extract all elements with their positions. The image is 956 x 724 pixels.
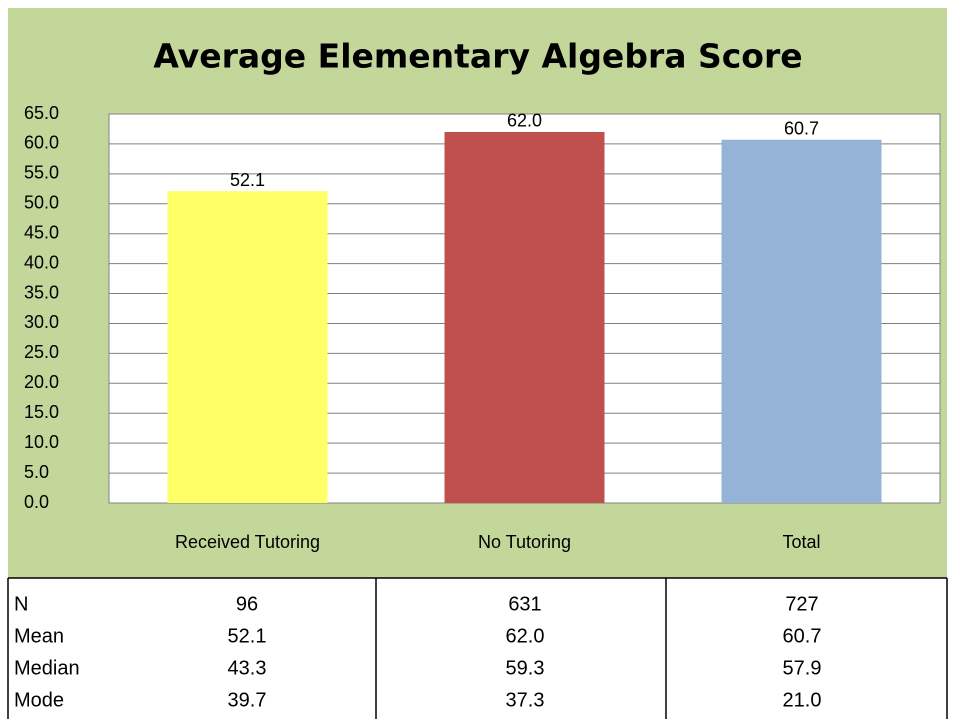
table-cell: 60.7 [783,625,822,647]
bar [167,191,328,503]
data-label: 62.0 [507,111,542,131]
y-tick-label: 25.0 [24,342,59,362]
table-cell: 62.0 [506,625,545,647]
table-cell: 96 [236,593,258,615]
y-tick-label: 35.0 [24,282,59,302]
table-cell: 631 [508,593,541,615]
y-tick-label: 30.0 [24,312,59,332]
table-cell: 37.3 [506,689,545,711]
y-tick-label: 60.0 [24,133,59,153]
table-cell: 21.0 [783,689,822,711]
y-tick-label: 40.0 [24,252,59,272]
table-cell: 57.9 [783,657,822,679]
data-label: 60.7 [784,118,819,138]
table-cell: 43.3 [228,657,267,679]
x-tick-label: Received Tutoring [175,532,320,552]
x-tick-label: No Tutoring [478,532,571,552]
table-cell: 52.1 [228,625,267,647]
table-cell: Mode [14,689,64,711]
y-tick-label: 20.0 [24,372,59,392]
y-tick-label: 5.0 [24,462,49,482]
bar [721,139,882,504]
y-tick-label: 10.0 [24,432,59,452]
y-tick-label: 45.0 [24,222,59,242]
table-cell: Mean [14,625,64,647]
y-tick-label: 50.0 [24,193,59,213]
y-tick-label: 55.0 [24,163,59,183]
table-cell: N [14,593,28,615]
table-cell: 727 [785,593,818,615]
y-tick-label: 65.0 [24,103,59,123]
y-tick-label: 15.0 [24,402,59,422]
table-cell: 39.7 [228,689,267,711]
data-label: 52.1 [230,170,265,190]
chart-title: Average Elementary Algebra Score [153,37,802,76]
x-tick-label: Total [782,532,820,552]
y-tick-label: 0.0 [24,492,49,512]
bar [444,131,605,503]
table-cell: Median [14,657,80,679]
table-cell: 59.3 [506,657,545,679]
